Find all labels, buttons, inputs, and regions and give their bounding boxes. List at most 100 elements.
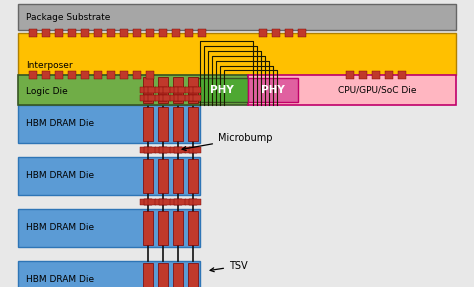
- FancyBboxPatch shape: [155, 95, 163, 101]
- FancyBboxPatch shape: [173, 211, 183, 245]
- FancyBboxPatch shape: [94, 29, 102, 37]
- FancyBboxPatch shape: [372, 71, 380, 79]
- FancyBboxPatch shape: [189, 95, 197, 101]
- FancyBboxPatch shape: [174, 87, 182, 93]
- FancyBboxPatch shape: [155, 87, 163, 93]
- FancyBboxPatch shape: [193, 95, 201, 101]
- Text: Microbump: Microbump: [182, 133, 273, 150]
- FancyBboxPatch shape: [193, 147, 201, 153]
- FancyBboxPatch shape: [385, 71, 393, 79]
- FancyBboxPatch shape: [68, 29, 76, 37]
- Text: HBM DRAM Die: HBM DRAM Die: [26, 172, 94, 181]
- FancyBboxPatch shape: [55, 29, 63, 37]
- FancyBboxPatch shape: [188, 77, 198, 103]
- FancyBboxPatch shape: [158, 211, 168, 245]
- FancyBboxPatch shape: [188, 263, 198, 287]
- Text: Logic Die: Logic Die: [26, 86, 68, 96]
- FancyBboxPatch shape: [18, 261, 200, 287]
- FancyBboxPatch shape: [42, 71, 50, 79]
- FancyBboxPatch shape: [359, 71, 367, 79]
- FancyBboxPatch shape: [185, 87, 193, 93]
- FancyBboxPatch shape: [158, 159, 168, 193]
- FancyBboxPatch shape: [272, 29, 280, 37]
- FancyBboxPatch shape: [107, 29, 115, 37]
- FancyBboxPatch shape: [140, 199, 148, 205]
- FancyBboxPatch shape: [18, 4, 456, 30]
- FancyBboxPatch shape: [174, 147, 182, 153]
- FancyBboxPatch shape: [140, 147, 148, 153]
- Text: HBM DRAM Die: HBM DRAM Die: [26, 276, 94, 284]
- FancyBboxPatch shape: [158, 107, 168, 141]
- FancyBboxPatch shape: [189, 147, 197, 153]
- FancyBboxPatch shape: [170, 87, 178, 93]
- FancyBboxPatch shape: [158, 263, 168, 287]
- FancyBboxPatch shape: [193, 199, 201, 205]
- FancyBboxPatch shape: [146, 29, 154, 37]
- FancyBboxPatch shape: [174, 95, 182, 101]
- FancyBboxPatch shape: [144, 199, 152, 205]
- FancyBboxPatch shape: [143, 211, 153, 245]
- FancyBboxPatch shape: [159, 87, 167, 93]
- Text: Interposer: Interposer: [26, 61, 73, 69]
- FancyBboxPatch shape: [178, 147, 186, 153]
- FancyBboxPatch shape: [159, 199, 167, 205]
- FancyBboxPatch shape: [143, 263, 153, 287]
- FancyBboxPatch shape: [193, 87, 201, 93]
- Text: PHY: PHY: [210, 85, 233, 95]
- FancyBboxPatch shape: [29, 71, 37, 79]
- FancyBboxPatch shape: [189, 199, 197, 205]
- FancyBboxPatch shape: [140, 95, 148, 101]
- FancyBboxPatch shape: [29, 29, 37, 37]
- FancyBboxPatch shape: [144, 87, 152, 93]
- FancyBboxPatch shape: [178, 87, 186, 93]
- Text: TSV: TSV: [210, 261, 247, 272]
- Text: Package Substrate: Package Substrate: [26, 13, 110, 22]
- FancyBboxPatch shape: [163, 87, 171, 93]
- FancyBboxPatch shape: [81, 29, 89, 37]
- FancyBboxPatch shape: [174, 147, 182, 153]
- FancyBboxPatch shape: [155, 199, 163, 205]
- Text: HBM DRAM Die: HBM DRAM Die: [26, 119, 94, 129]
- FancyBboxPatch shape: [173, 159, 183, 193]
- FancyBboxPatch shape: [143, 107, 153, 141]
- FancyBboxPatch shape: [68, 71, 76, 79]
- FancyBboxPatch shape: [173, 77, 183, 103]
- FancyBboxPatch shape: [42, 29, 50, 37]
- FancyBboxPatch shape: [107, 71, 115, 79]
- FancyBboxPatch shape: [159, 147, 167, 153]
- FancyBboxPatch shape: [170, 199, 178, 205]
- FancyBboxPatch shape: [140, 87, 148, 93]
- FancyBboxPatch shape: [144, 95, 152, 101]
- FancyBboxPatch shape: [120, 29, 128, 37]
- FancyBboxPatch shape: [155, 147, 163, 153]
- FancyBboxPatch shape: [163, 147, 171, 153]
- FancyBboxPatch shape: [159, 147, 167, 153]
- FancyBboxPatch shape: [189, 199, 197, 205]
- FancyBboxPatch shape: [173, 107, 183, 141]
- FancyBboxPatch shape: [18, 209, 200, 247]
- FancyBboxPatch shape: [178, 199, 186, 205]
- FancyBboxPatch shape: [178, 95, 186, 101]
- FancyBboxPatch shape: [133, 71, 141, 79]
- FancyBboxPatch shape: [174, 95, 182, 101]
- FancyBboxPatch shape: [143, 77, 153, 103]
- FancyBboxPatch shape: [158, 77, 168, 103]
- FancyBboxPatch shape: [398, 71, 406, 79]
- FancyBboxPatch shape: [148, 95, 156, 101]
- FancyBboxPatch shape: [248, 75, 456, 105]
- FancyBboxPatch shape: [172, 29, 180, 37]
- FancyBboxPatch shape: [185, 95, 193, 101]
- Text: PHY: PHY: [261, 85, 285, 95]
- FancyBboxPatch shape: [185, 199, 193, 205]
- FancyBboxPatch shape: [133, 29, 141, 37]
- FancyBboxPatch shape: [18, 157, 200, 195]
- FancyBboxPatch shape: [248, 78, 298, 102]
- FancyBboxPatch shape: [189, 87, 197, 93]
- FancyBboxPatch shape: [188, 211, 198, 245]
- FancyBboxPatch shape: [173, 263, 183, 287]
- FancyBboxPatch shape: [144, 147, 152, 153]
- FancyBboxPatch shape: [195, 78, 248, 102]
- FancyBboxPatch shape: [163, 95, 171, 101]
- FancyBboxPatch shape: [144, 147, 152, 153]
- FancyBboxPatch shape: [18, 105, 200, 143]
